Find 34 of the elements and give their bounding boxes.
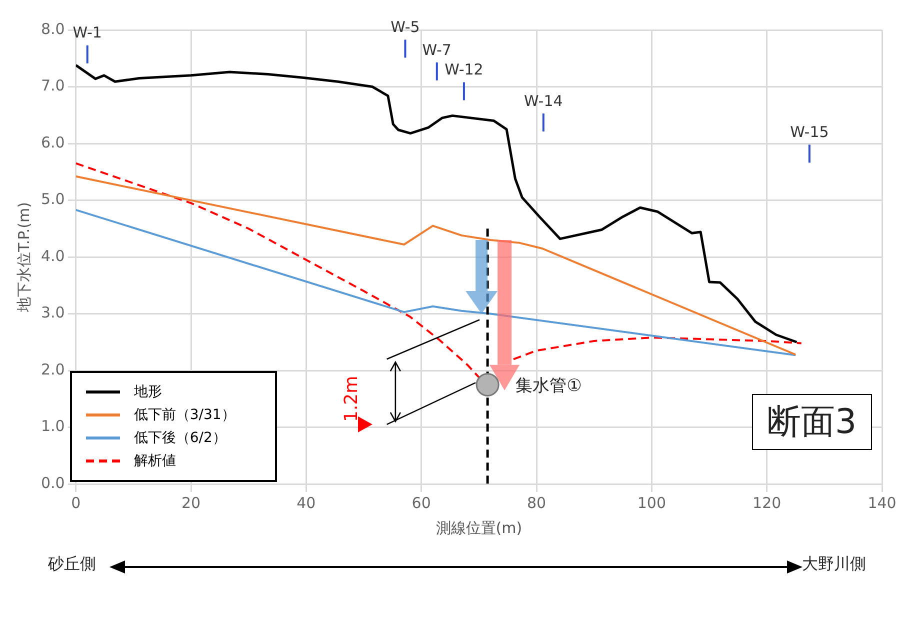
x-tick-label: 140 [868, 494, 896, 512]
y-tick-label: 8.0 [40, 20, 65, 38]
annotation: W-12 [444, 60, 484, 79]
annotation: W-15 [790, 123, 829, 142]
annotation: W-14 [524, 92, 563, 110]
legend-label: 低下後（6/2） [134, 429, 226, 447]
y-tick-label: 0.0 [40, 474, 65, 492]
annotation: W-7 [422, 40, 452, 59]
x-tick-label: 100 [637, 494, 666, 512]
y-tick-label: 7.0 [40, 76, 65, 95]
y-tick-label: 5.0 [40, 190, 65, 208]
legend-label: 解析値 [134, 452, 176, 470]
y-tick-label: 3.0 [40, 304, 65, 322]
annotation: W-1 [72, 24, 102, 42]
x-tick-label: 120 [752, 494, 782, 512]
y-tick-label: 1.0 [40, 417, 65, 436]
y-axis-title: 地下水位T.P.(m) [14, 202, 33, 313]
y-tick-label: 6.0 [40, 133, 65, 152]
annotation: 集水管① [516, 376, 582, 396]
annotation: 1.2m [340, 376, 362, 422]
y-tick-label: 4.0 [40, 246, 65, 265]
x-tick-label: 40 [296, 494, 316, 512]
text: 砂丘側 [48, 554, 96, 575]
text: 大野川側 [802, 554, 866, 575]
legend-label: 地形 [134, 383, 162, 401]
x-tick-label: 0 [71, 494, 81, 512]
x-axis-title: 測線位置(m) [436, 518, 522, 537]
legend-label: 低下前（3/31） [134, 406, 236, 424]
y-tick-label: 2.0 [40, 360, 65, 378]
x-tick-label: 20 [181, 494, 201, 512]
x-tick-label: 80 [526, 494, 546, 512]
x-tick-label: 60 [412, 494, 431, 512]
annotation: 断面3 [752, 394, 872, 450]
annotation: W-5 [390, 18, 420, 36]
